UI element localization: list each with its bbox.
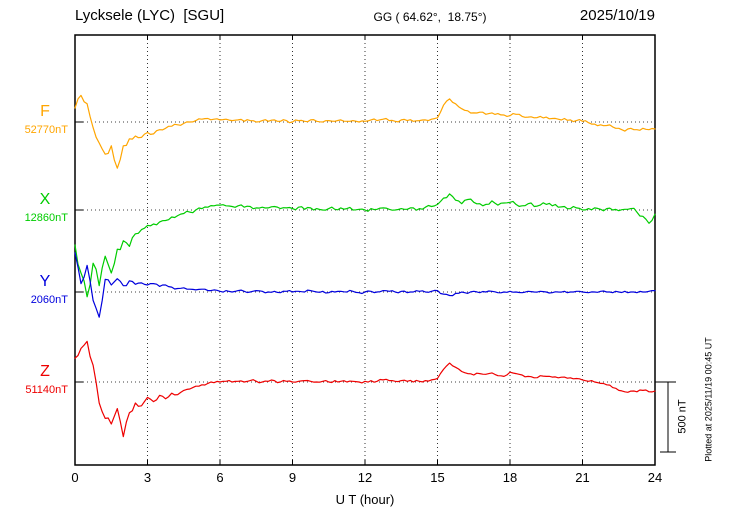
component-letter-Y: Y xyxy=(39,273,51,290)
x-axis-label: U T (hour) xyxy=(335,492,395,507)
trace-Y xyxy=(74,252,656,318)
geographic-coordinates: GG ( 64.62°, 18.75°) xyxy=(373,10,487,24)
trace-X xyxy=(74,193,656,298)
x-tick-label: 24 xyxy=(647,470,663,485)
station-title: Lycksele (LYC) [SGU] xyxy=(75,7,225,24)
x-tick-label: 21 xyxy=(575,470,590,485)
x-tick-label: 0 xyxy=(71,470,79,485)
scale-bar-label: 500 nT xyxy=(676,399,689,434)
trace-Z xyxy=(74,340,656,438)
component-letter-X: X xyxy=(39,191,51,208)
trace-F xyxy=(74,94,656,169)
plot-date: 2025/10/19 xyxy=(579,7,655,24)
plotted-at-note: Plotted at 2025/11/19 00:45 UT xyxy=(703,337,714,462)
x-tick-label: 6 xyxy=(216,470,224,485)
x-tick-label: 3 xyxy=(143,470,152,485)
component-baseline-value-F: 52770nT xyxy=(24,124,68,136)
component-letter-Z: Z xyxy=(40,363,50,380)
x-tick-label: 15 xyxy=(430,470,445,485)
plot-frame xyxy=(74,34,656,466)
component-baseline-value-Z: 51140nT xyxy=(25,384,68,396)
component-baseline-value-X: 12860nT xyxy=(24,212,68,224)
component-letter-F: F xyxy=(40,103,50,120)
component-baseline-value-Y: 2060nT xyxy=(30,294,68,306)
x-tick-label: 18 xyxy=(502,470,518,485)
x-tick-label: 9 xyxy=(288,470,297,485)
x-tick-label: 12 xyxy=(357,470,373,485)
